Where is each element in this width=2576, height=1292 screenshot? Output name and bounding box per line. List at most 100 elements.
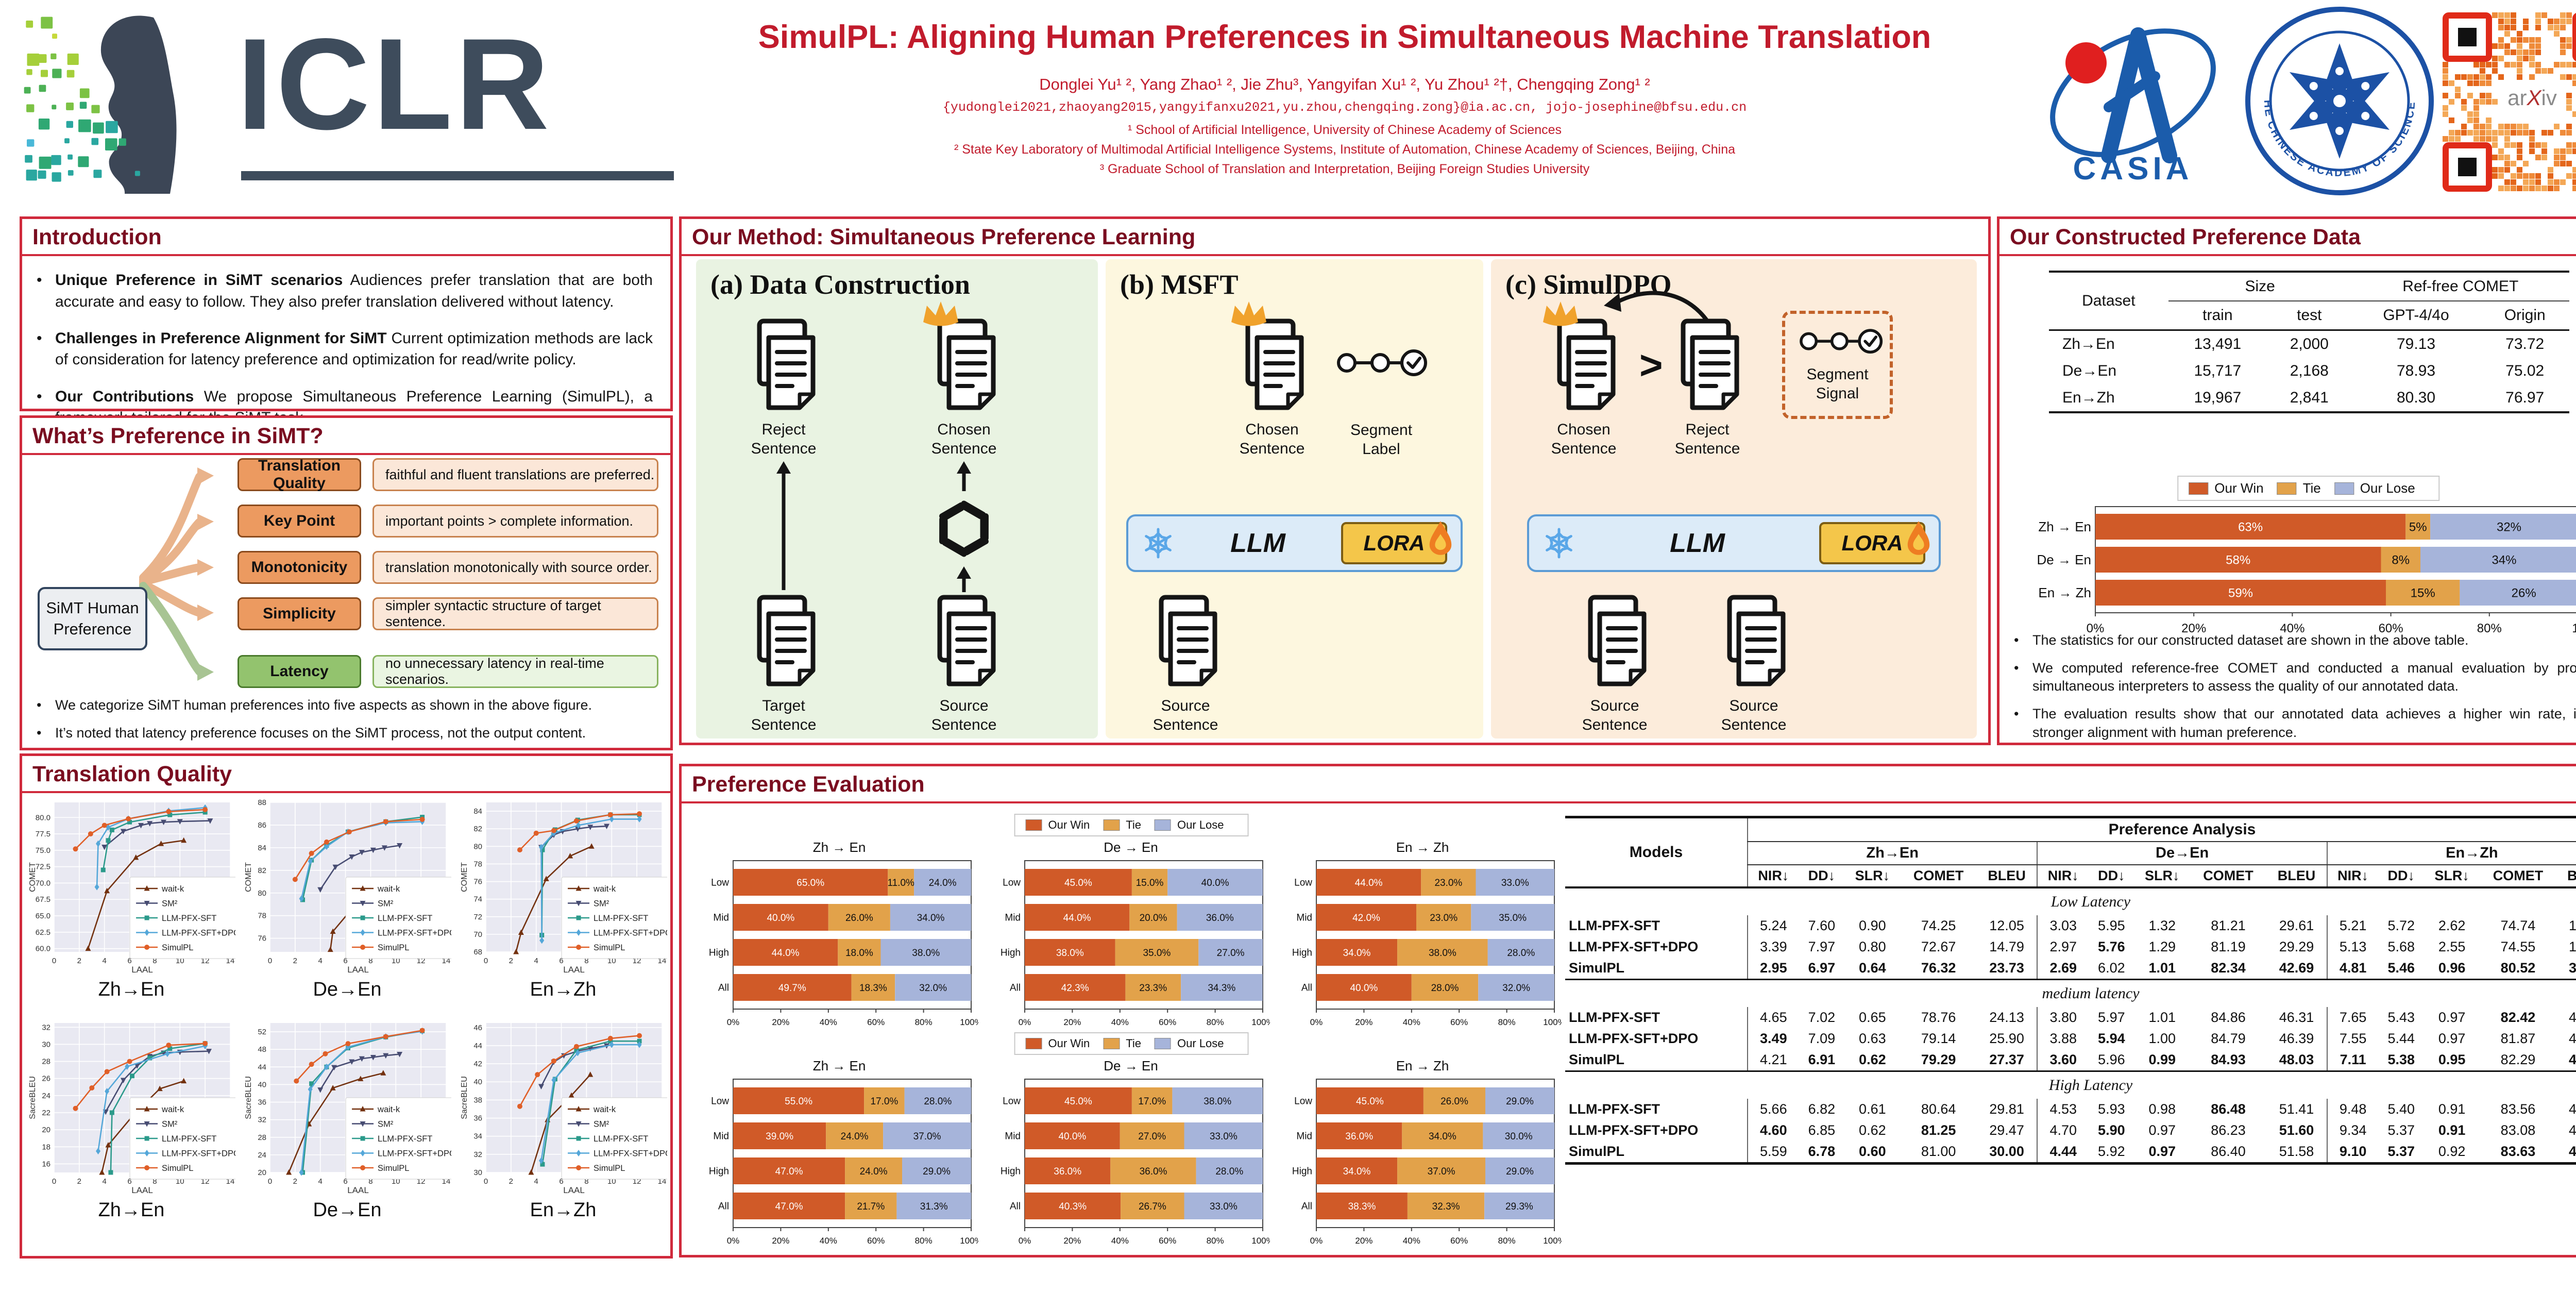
svg-text:High: High <box>709 948 729 959</box>
svg-text:wait-k: wait-k <box>593 1105 616 1114</box>
table-cell: 1.01 <box>2148 960 2176 976</box>
chart-title: En → Zh <box>1396 1058 1449 1073</box>
flame-icon <box>1429 521 1452 555</box>
svg-text:60%: 60% <box>1450 1017 1468 1027</box>
svg-text:0%: 0% <box>1019 1236 1031 1246</box>
table-row: SimulPL 2.95 6.97 0.64 76.32 23.73 2.69 6.02 1.0… <box>1565 958 2576 980</box>
svg-text:32: 32 <box>42 1023 50 1032</box>
up-arrow-icon <box>776 461 791 590</box>
svg-text:44: 44 <box>258 1063 266 1071</box>
svg-text:Mid: Mid <box>1296 913 1312 924</box>
svg-text:8: 8 <box>152 1177 157 1186</box>
document-icon: Source Sentence <box>1715 593 1792 734</box>
svg-text:80%: 80% <box>1207 1017 1224 1027</box>
table-cell: 2.62 <box>2438 918 2466 933</box>
evaluation-charts: Our Win Tie Our Lose Zh → En Low 65.0% 11.0% 24… <box>696 800 1567 1254</box>
affiliation-3: ³ Graduate School of Translation and Int… <box>1099 162 1590 176</box>
segment-signal-box: Segment Signal <box>1782 311 1893 419</box>
line-chart: 0 2 4 6 8 10 12 14687072747678808284wait-kSM²LL… <box>460 802 672 975</box>
svg-text:32: 32 <box>258 1116 266 1125</box>
table-cell: 7.11 <box>2326 1049 2379 1071</box>
svg-text:0: 0 <box>52 957 56 965</box>
svg-text:8: 8 <box>368 957 372 965</box>
table-cell: 23.73 <box>1989 960 2024 976</box>
section-constructed-data: Our Constructed Preference Data Dataset S… <box>1997 216 2576 745</box>
svg-text:34.0%: 34.0% <box>1429 1131 1456 1142</box>
svg-text:100%: 100% <box>1543 1236 1562 1246</box>
svg-text:0%: 0% <box>1310 1017 1323 1027</box>
table-cell: 25.90 <box>1989 1031 2024 1046</box>
document-pages-icon <box>1245 318 1304 410</box>
svg-text:6: 6 <box>343 957 347 965</box>
svg-text:LLM-PFX-SFT: LLM-PFX-SFT <box>378 914 432 923</box>
svg-text:44.0%: 44.0% <box>1355 878 1383 888</box>
document-pages-icon <box>1727 595 1786 686</box>
table-cell: 5.59 <box>1747 1141 1799 1164</box>
bullet-item: • We computed reference-free COMET and co… <box>2014 659 2576 696</box>
svg-text:62.5: 62.5 <box>36 928 50 937</box>
legend-label: Our Win <box>1048 1037 1090 1050</box>
svg-text:0%: 0% <box>727 1236 740 1246</box>
table-cell: 48.03 <box>2279 1052 2314 1067</box>
svg-text:COMET: COMET <box>244 862 253 892</box>
svg-text:21.7%: 21.7% <box>857 1201 885 1212</box>
svg-text:80%: 80% <box>1207 1236 1224 1246</box>
svg-text:En → Zh: En → Zh <box>2038 585 2091 600</box>
svg-text:36.0%: 36.0% <box>1054 1166 1081 1177</box>
svg-text:74: 74 <box>473 895 482 904</box>
svg-text:34.0%: 34.0% <box>1343 1166 1371 1177</box>
bullet-item: • It’s noted that latency preference focu… <box>37 724 681 743</box>
table-cell: 5.90 <box>2098 1122 2125 1138</box>
preference-analysis-table: Models Preference Analysis Zh→En De→En En→Zh… <box>1565 816 2576 1165</box>
table-cell: 78.76 <box>1921 1010 1956 1025</box>
svg-text:80: 80 <box>473 842 482 851</box>
svg-text:20%: 20% <box>2181 622 2206 635</box>
table-cell: 4.21 <box>1747 1049 1799 1071</box>
svg-text:wait-k: wait-k <box>377 884 400 894</box>
aspect-desc: simpler syntactic structure of target se… <box>372 597 658 630</box>
table-cell: 75.02 <box>2505 362 2545 379</box>
line-chart: 0 2 4 6 8 10 12 14303234363840424446wait-kSM²LL… <box>460 1023 672 1195</box>
table-cell: De→En <box>2062 362 2117 379</box>
table-cell: 15,717 <box>2194 362 2242 379</box>
preference-analysis-table-wrap: Models Preference Analysis Zh→En De→En En→Zh… <box>1565 816 2576 1165</box>
svg-text:63%: 63% <box>2238 521 2263 534</box>
svg-text:65.0%: 65.0% <box>796 878 824 888</box>
svg-text:40%: 40% <box>820 1017 837 1027</box>
segment-signal-icon <box>1337 349 1427 376</box>
poster-header: ICLR SimulPL: Aligning Human Preferences… <box>0 0 2576 206</box>
legend-swatch <box>1154 1038 1171 1049</box>
svg-text:67.5: 67.5 <box>36 895 50 904</box>
table-cell: 74.25 <box>1921 918 1956 933</box>
svg-text:SimulPL: SimulPL <box>162 1164 193 1173</box>
doc-label: Source Sentence <box>1721 697 1787 733</box>
svg-text:4: 4 <box>318 957 323 965</box>
svg-text:SacreBLEU: SacreBLEU <box>460 1076 469 1119</box>
table-cell: 84.79 <box>2211 1031 2246 1046</box>
greater-than-sign: > <box>1639 342 1663 388</box>
stacked-bar-chart: Low 65.0% 11.0% 24.0% Mid 40.0% 26.0% 34.0% High… <box>709 860 982 1027</box>
preference-arrows <box>139 467 214 681</box>
crown-icon <box>923 301 958 326</box>
document-pages-icon <box>937 595 996 686</box>
table-cell: 46.31 <box>2279 1010 2314 1025</box>
introduction-bullets: • Unique Preference in SiMT scenarios Aud… <box>22 256 670 428</box>
table-cell: 2.95 <box>1747 958 1799 980</box>
table-cell: 0.90 <box>1859 918 1886 933</box>
svg-text:Low: Low <box>1003 1096 1021 1107</box>
table-cell: 51.58 <box>2279 1144 2314 1159</box>
svg-text:15.0%: 15.0% <box>1136 878 1164 888</box>
aspect-label-translation-quality: Translation Quality <box>238 457 361 492</box>
svg-text:SM²: SM² <box>594 899 609 909</box>
svg-text:17.0%: 17.0% <box>870 1096 898 1107</box>
table-cell: 0.80 <box>1859 939 1886 954</box>
crown-icon <box>1543 301 1578 326</box>
svg-text:24.0%: 24.0% <box>841 1131 869 1142</box>
table-cell: 0.62 <box>1859 1122 1886 1138</box>
svg-text:LAAL: LAAL <box>563 965 585 975</box>
table-cell: 1.00 <box>2148 1031 2176 1046</box>
svg-text:46: 46 <box>473 1023 482 1032</box>
svg-text:58%: 58% <box>2226 553 2250 567</box>
svg-text:High: High <box>1292 1166 1312 1177</box>
table-cell: 84.93 <box>2211 1052 2246 1067</box>
